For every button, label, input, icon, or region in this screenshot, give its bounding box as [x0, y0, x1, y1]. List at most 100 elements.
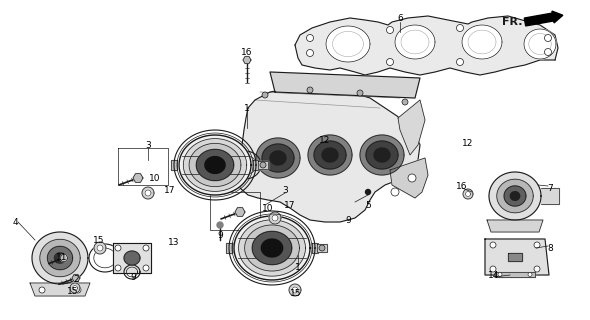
Polygon shape — [462, 25, 502, 59]
Text: 3: 3 — [282, 186, 288, 195]
Polygon shape — [32, 232, 88, 284]
Polygon shape — [238, 220, 306, 276]
Polygon shape — [489, 172, 541, 220]
Text: 17: 17 — [284, 201, 296, 210]
Polygon shape — [398, 100, 425, 155]
Circle shape — [490, 242, 496, 248]
Text: 8: 8 — [547, 244, 553, 252]
Polygon shape — [70, 283, 80, 293]
Polygon shape — [497, 179, 533, 213]
Circle shape — [306, 50, 313, 57]
Circle shape — [490, 266, 496, 272]
Polygon shape — [508, 253, 522, 261]
Polygon shape — [142, 187, 154, 199]
Polygon shape — [466, 191, 470, 196]
Polygon shape — [72, 275, 80, 282]
Polygon shape — [40, 239, 80, 277]
Polygon shape — [183, 139, 247, 191]
Polygon shape — [189, 143, 241, 187]
Circle shape — [262, 92, 268, 98]
Polygon shape — [253, 160, 259, 170]
Polygon shape — [205, 156, 225, 173]
Polygon shape — [243, 57, 251, 63]
Polygon shape — [217, 222, 223, 228]
Polygon shape — [261, 239, 283, 257]
Polygon shape — [463, 189, 473, 199]
Circle shape — [143, 245, 149, 251]
Polygon shape — [73, 285, 77, 291]
Circle shape — [545, 49, 552, 55]
Polygon shape — [308, 135, 352, 175]
Circle shape — [528, 273, 532, 276]
Polygon shape — [312, 243, 318, 253]
Polygon shape — [270, 72, 420, 98]
Polygon shape — [235, 208, 245, 216]
Circle shape — [307, 87, 313, 93]
Circle shape — [39, 287, 45, 293]
Circle shape — [534, 242, 540, 248]
Polygon shape — [60, 254, 68, 261]
Text: 1: 1 — [295, 262, 301, 271]
Polygon shape — [234, 216, 310, 280]
Circle shape — [115, 265, 121, 271]
Polygon shape — [395, 25, 435, 59]
Polygon shape — [524, 29, 556, 59]
Text: 11: 11 — [56, 253, 68, 262]
Text: 1: 1 — [244, 103, 250, 113]
Text: 16: 16 — [241, 47, 253, 57]
Circle shape — [386, 59, 394, 66]
Polygon shape — [510, 192, 520, 200]
Circle shape — [402, 99, 408, 105]
Polygon shape — [226, 243, 232, 253]
Polygon shape — [145, 190, 151, 196]
Polygon shape — [366, 141, 398, 169]
Polygon shape — [245, 225, 299, 271]
Text: 7: 7 — [547, 183, 553, 193]
Polygon shape — [97, 245, 103, 251]
Polygon shape — [326, 26, 370, 62]
Text: 4: 4 — [12, 218, 18, 227]
Text: 16: 16 — [456, 181, 468, 190]
Polygon shape — [113, 243, 151, 273]
Text: 12: 12 — [463, 139, 474, 148]
Text: 3: 3 — [145, 140, 151, 149]
Polygon shape — [390, 158, 428, 198]
Circle shape — [408, 174, 416, 182]
Circle shape — [386, 27, 394, 34]
Text: 10: 10 — [262, 204, 274, 212]
Polygon shape — [270, 151, 286, 165]
Polygon shape — [289, 284, 301, 296]
FancyArrow shape — [525, 11, 563, 26]
Circle shape — [498, 273, 502, 276]
Circle shape — [357, 90, 363, 96]
Polygon shape — [124, 251, 140, 265]
Text: 5: 5 — [365, 201, 371, 210]
Polygon shape — [541, 188, 559, 204]
Circle shape — [534, 266, 540, 272]
Polygon shape — [269, 212, 281, 224]
Text: 2: 2 — [73, 275, 79, 284]
Polygon shape — [495, 272, 535, 277]
Text: 13: 13 — [168, 237, 180, 246]
Polygon shape — [179, 135, 251, 195]
Polygon shape — [322, 148, 338, 162]
Polygon shape — [196, 149, 234, 180]
Circle shape — [115, 245, 121, 251]
Polygon shape — [47, 246, 73, 270]
Text: 15: 15 — [290, 289, 301, 298]
Polygon shape — [94, 242, 106, 254]
Polygon shape — [295, 16, 558, 75]
Polygon shape — [54, 253, 65, 263]
Circle shape — [391, 188, 399, 196]
Text: 9: 9 — [345, 215, 351, 225]
Text: 9: 9 — [217, 230, 223, 239]
Polygon shape — [485, 239, 549, 275]
Text: 9: 9 — [130, 274, 136, 283]
Polygon shape — [360, 135, 404, 175]
Text: 6: 6 — [397, 13, 403, 22]
Polygon shape — [504, 186, 526, 206]
Polygon shape — [253, 231, 292, 265]
Text: 14: 14 — [489, 270, 500, 279]
Polygon shape — [317, 244, 327, 252]
Circle shape — [319, 245, 325, 251]
